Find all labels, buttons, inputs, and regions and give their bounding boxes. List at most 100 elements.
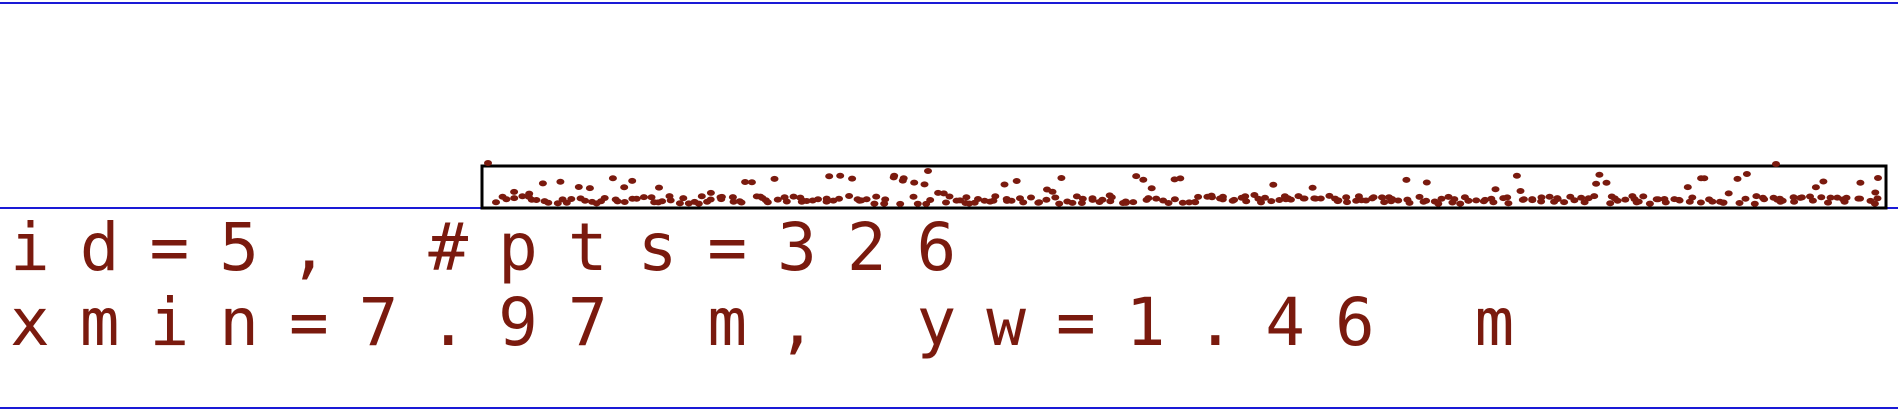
- outlier-point-marker: [484, 160, 492, 166]
- point-marker: [1595, 171, 1604, 178]
- point-marker: [510, 188, 519, 195]
- point-marker: [1489, 199, 1498, 206]
- point-marker: [1797, 194, 1806, 201]
- point-marker: [628, 177, 637, 184]
- point-marker: [1129, 199, 1138, 206]
- bottom-separator-line: [0, 407, 1898, 409]
- point-marker: [1368, 195, 1377, 202]
- point-marker: [1808, 197, 1817, 204]
- point-marker: [1464, 197, 1473, 204]
- point-marker: [1481, 196, 1490, 203]
- point-marker: [1402, 176, 1411, 183]
- top-separator-line: [0, 2, 1898, 4]
- point-marker: [1176, 175, 1185, 182]
- point-marker: [608, 175, 617, 182]
- point-marker: [945, 193, 954, 200]
- point-marker: [770, 175, 779, 182]
- point-marker: [1343, 199, 1351, 206]
- point-marker: [1286, 196, 1295, 203]
- point-marker: [729, 198, 738, 205]
- point-marker: [1325, 192, 1334, 199]
- point-marker: [1741, 195, 1750, 202]
- point-marker: [1645, 200, 1654, 207]
- point-marker: [1456, 200, 1465, 207]
- point-marker: [1504, 200, 1513, 207]
- outlier-point-marker: [1874, 175, 1882, 181]
- point-marker: [1570, 197, 1579, 204]
- point-cloud: [484, 160, 1882, 207]
- point-marker: [1842, 194, 1851, 201]
- point-marker: [899, 175, 908, 182]
- point-marker: [1602, 179, 1611, 186]
- point-marker: [1132, 173, 1141, 180]
- point-marker: [1152, 195, 1161, 202]
- point-marker: [1592, 180, 1601, 187]
- point-marker: [1269, 181, 1278, 188]
- point-marker: [1042, 196, 1051, 203]
- point-marker: [1170, 196, 1179, 203]
- point-marker: [525, 190, 534, 197]
- point-marker: [658, 198, 667, 205]
- point-marker: [910, 179, 919, 186]
- point-marker: [1437, 195, 1446, 202]
- point-marker: [1639, 193, 1648, 200]
- point-marker: [1819, 178, 1828, 185]
- point-marker: [1553, 196, 1562, 202]
- point-marker: [1207, 192, 1216, 199]
- point-marker: [1742, 171, 1751, 177]
- point-marker: [1147, 185, 1156, 192]
- point-marker: [613, 198, 622, 205]
- point-marker: [747, 179, 756, 186]
- point-marker: [991, 193, 1000, 200]
- point-marker: [737, 199, 746, 206]
- point-marker: [1267, 198, 1276, 205]
- point-marker: [666, 197, 675, 204]
- point-marker: [694, 200, 703, 207]
- point-marker: [881, 196, 890, 203]
- point-marker: [1856, 179, 1865, 186]
- point-marker: [782, 198, 791, 205]
- point-marker: [1503, 194, 1512, 201]
- point-marker: [1654, 196, 1663, 203]
- point-marker: [717, 196, 726, 203]
- point-marker: [836, 172, 845, 179]
- point-marker: [926, 197, 935, 203]
- point-marker: [492, 199, 500, 206]
- point-marker: [1735, 200, 1744, 206]
- point-marker: [1733, 175, 1742, 182]
- point-marker: [939, 190, 948, 197]
- point-marker: [1316, 195, 1325, 202]
- point-marker: [1817, 194, 1826, 201]
- point-marker: [848, 175, 857, 182]
- point-marker: [1856, 195, 1864, 202]
- point-marker: [1051, 194, 1060, 201]
- outlier-point-marker: [1772, 161, 1780, 167]
- point-marker: [697, 193, 706, 200]
- point-marker: [1000, 181, 1009, 188]
- point-marker: [1824, 199, 1832, 206]
- point-marker: [920, 181, 929, 188]
- point-marker: [632, 195, 641, 202]
- point-marker: [1068, 199, 1077, 206]
- point-marker: [1194, 193, 1203, 200]
- point-marker: [1590, 193, 1599, 200]
- point-marker: [1078, 195, 1087, 202]
- outlier-point-marker: [924, 168, 932, 174]
- point-marker: [773, 196, 782, 203]
- point-marker: [1580, 199, 1589, 206]
- point-marker: [1422, 179, 1431, 186]
- point-marker: [1621, 196, 1630, 203]
- point-marker: [1724, 190, 1733, 197]
- point-marker: [1098, 196, 1107, 203]
- point-marker: [1257, 199, 1265, 206]
- point-marker: [1242, 198, 1251, 205]
- point-marker: [1577, 194, 1586, 201]
- point-marker: [1035, 199, 1044, 206]
- point-marker: [1696, 199, 1705, 206]
- point-marker: [896, 200, 905, 207]
- point-marker: [1139, 176, 1148, 183]
- point-marker: [1758, 194, 1767, 201]
- point-marker: [763, 199, 772, 206]
- point-marker: [1007, 197, 1016, 204]
- point-marker: [679, 195, 688, 202]
